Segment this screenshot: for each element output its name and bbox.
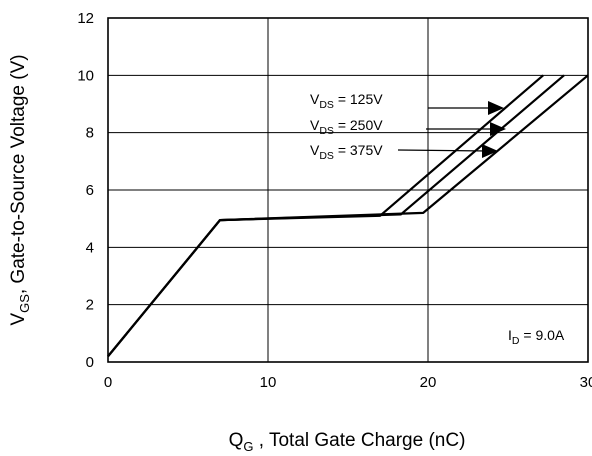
x-axis-title: QG , Total Gate Charge (nC)	[229, 430, 466, 454]
y-tick-label: 8	[86, 125, 94, 142]
id-annotation: ID = 9.0A	[508, 327, 565, 347]
y-tick-label: 0	[86, 354, 94, 371]
grid	[108, 18, 588, 362]
plot-frame	[107, 17, 589, 363]
vds-annotations: VDS = 125V VDS = 250V VDS = 375V	[310, 91, 506, 162]
y-tick-label: 12	[77, 10, 94, 27]
x-tick-label: 0	[104, 374, 112, 391]
y-axis-title: VGS, Gate-to-Source Voltage (V)	[8, 54, 32, 325]
vds-125-arrow-head	[488, 101, 504, 115]
x-tick-label: 30	[580, 374, 592, 391]
x-tick-label: 20	[420, 374, 437, 391]
y-tick-label: 6	[86, 182, 94, 199]
vds-375-arrow-head	[482, 144, 498, 158]
x-tick-label: 10	[260, 374, 277, 391]
vds-375-label: VDS = 375V	[310, 142, 383, 162]
y-tick-label: 4	[86, 239, 94, 256]
vds-250-arrow-head	[490, 122, 506, 136]
vds-125-label: VDS = 125V	[310, 91, 383, 111]
vds-250-label: VDS = 250V	[310, 117, 383, 137]
y-tick-label: 2	[86, 297, 94, 314]
y-tick-label: 10	[77, 67, 94, 84]
x-tick-labels: 0 10 20 30	[104, 374, 592, 391]
vds-375-arrow-line	[397, 149, 489, 152]
series-line-2	[107, 74, 589, 357]
y-tick-labels: 0 2 4 6 8 10 12	[77, 10, 94, 371]
